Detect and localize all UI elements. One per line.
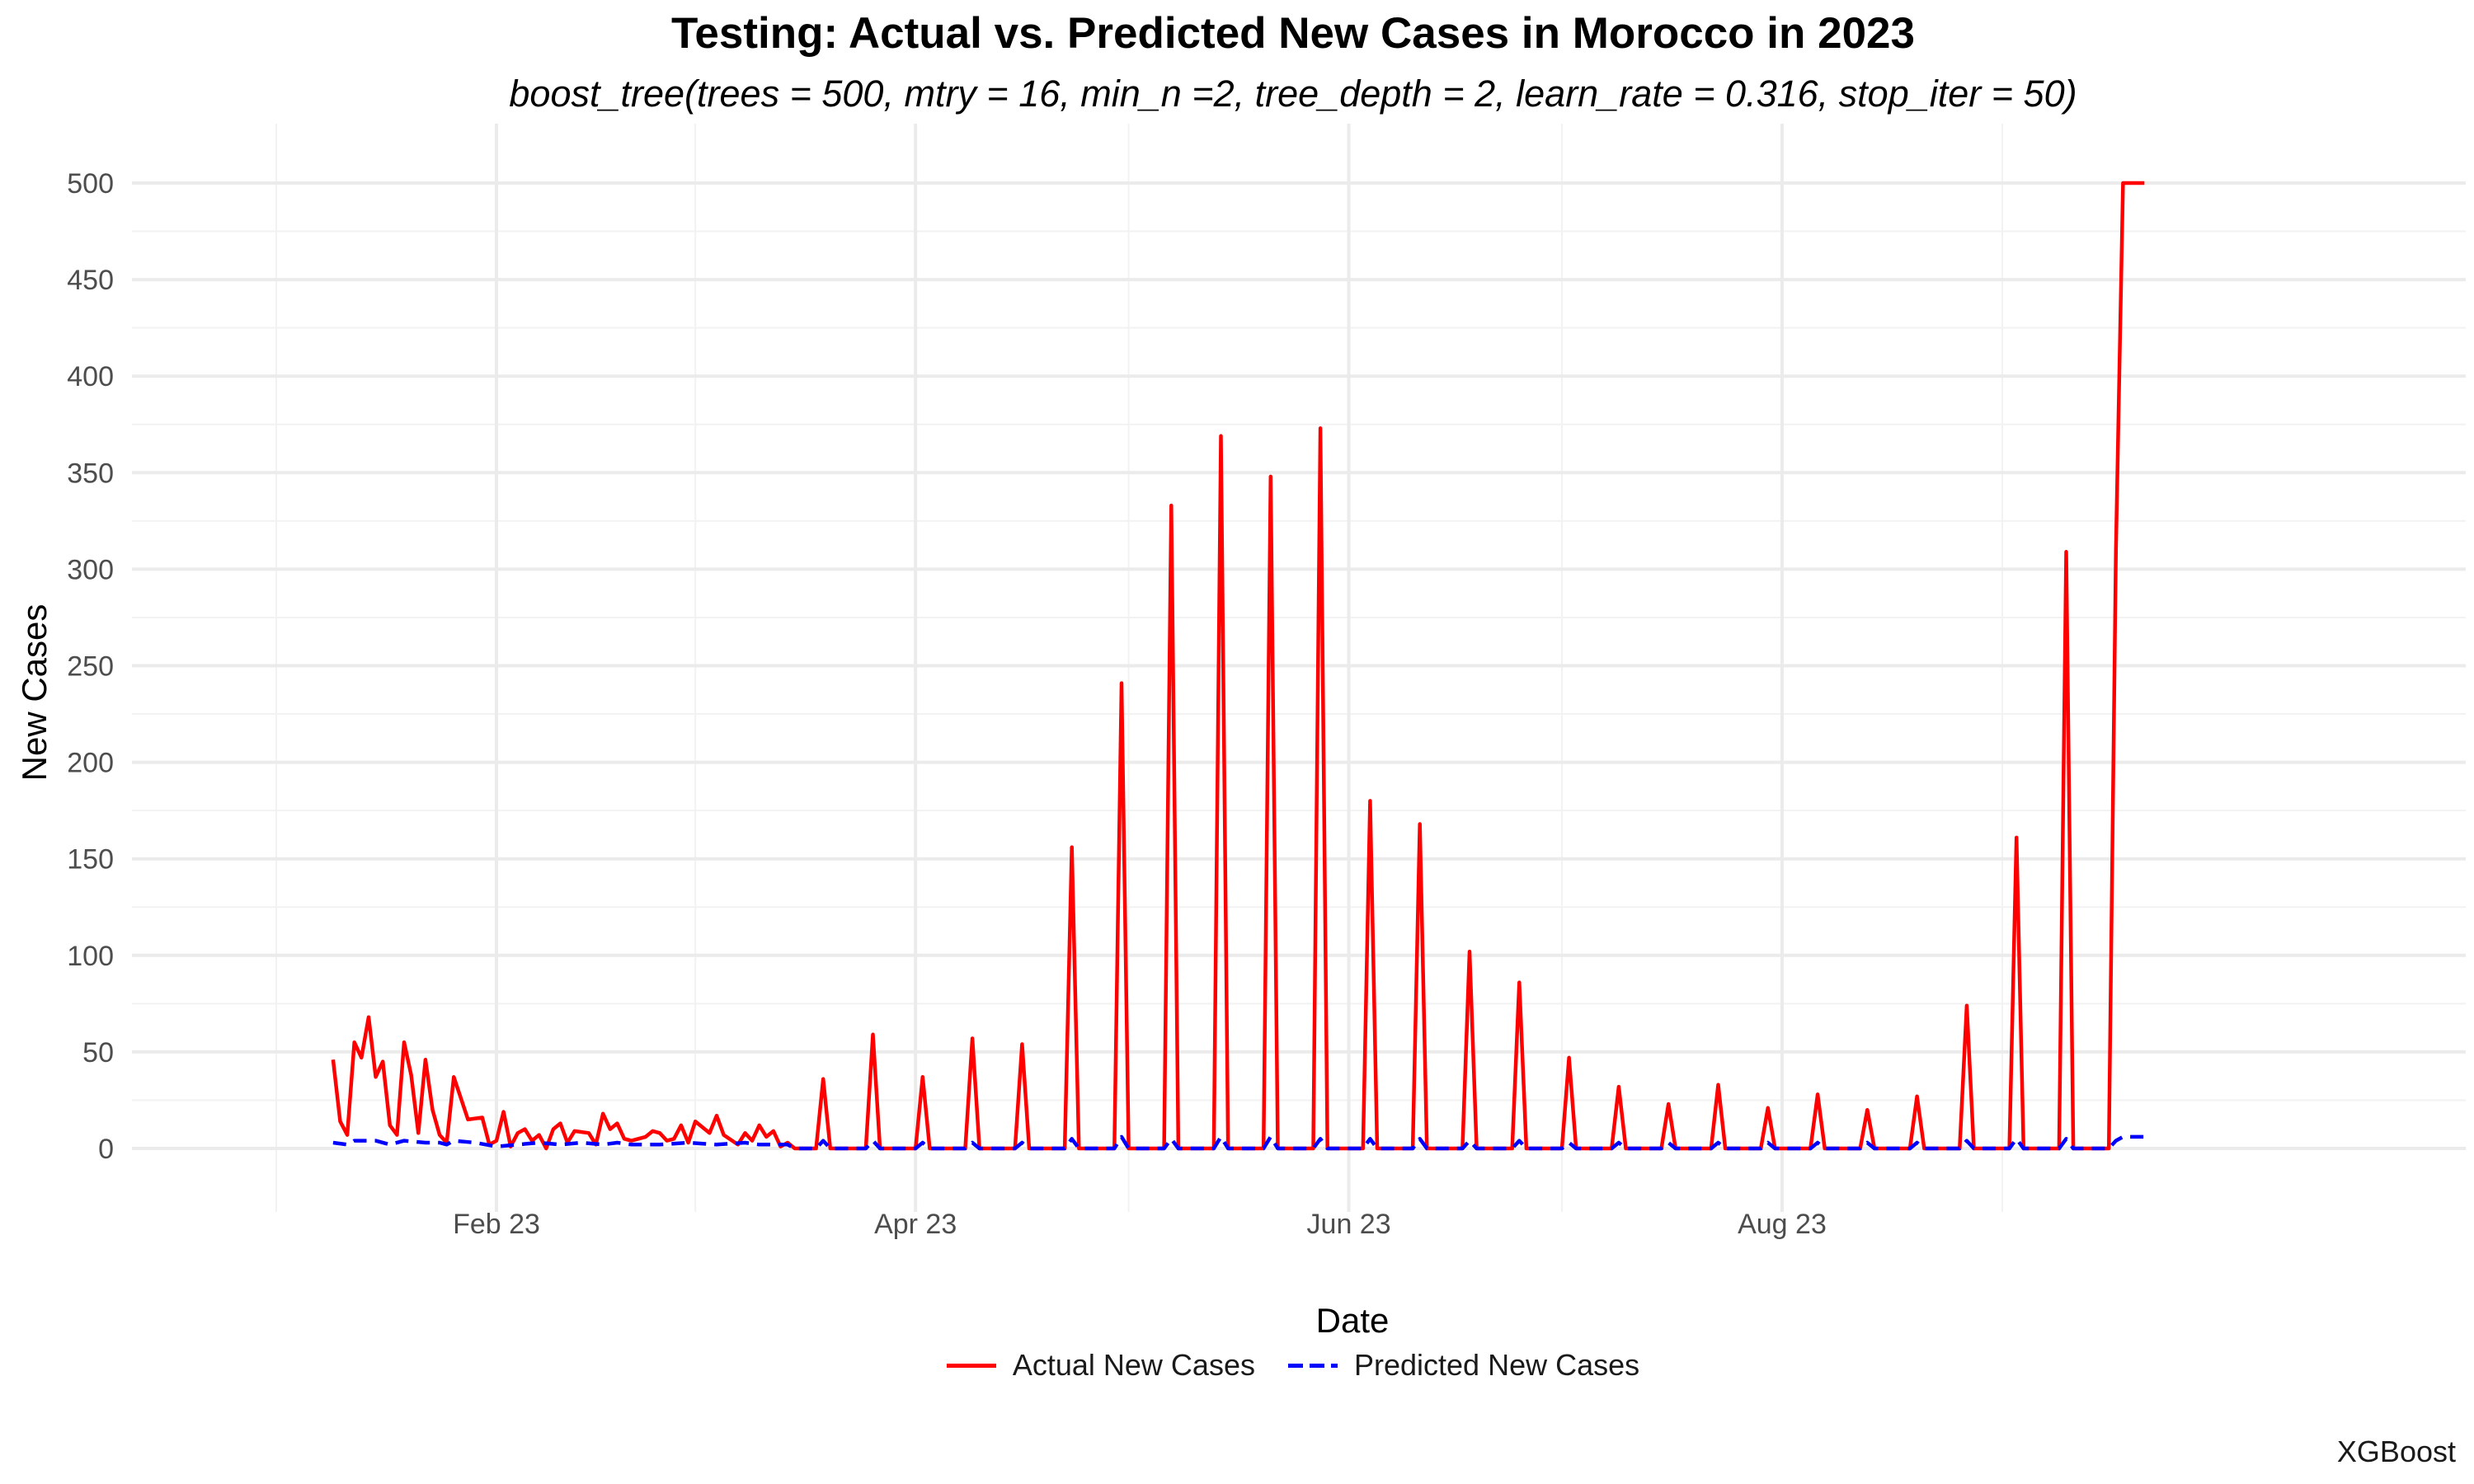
y-tick-label: 350 [67,458,114,489]
legend-key-predicted [1287,1363,1338,1368]
y-axis-label: New Cases [15,604,54,782]
x-tick-label: Aug 23 [1738,1209,1827,1240]
series-lines [331,181,2145,1151]
y-tick-label: 500 [67,168,114,200]
legend-item-predicted: Predicted New Cases [1287,1348,1640,1383]
y-tick-label: 0 [98,1134,114,1165]
y-tick-label: 300 [67,554,114,585]
legend-label-actual: Actual New Cases [1012,1348,1255,1382]
chart-title: Testing: Actual vs. Predicted New Cases … [670,9,1915,58]
y-tick-label: 100 [67,941,114,972]
y-tick-label: 200 [67,748,114,779]
legend-item-actual: Actual New Cases [946,1348,1255,1383]
y-tick-label: 50 [82,1037,114,1068]
y-tick-labels: 0 50 100 150 200 250 300 350 400 450 500 [67,168,114,1165]
series-line-actual [331,181,2145,1151]
x-tick-label: Feb 23 [453,1209,540,1240]
chart-caption: XGBoost [2336,1435,2456,1468]
legend-key-actual [946,1363,996,1368]
legend-label-predicted: Predicted New Cases [1353,1348,1640,1382]
x-tick-labels: Feb 23 Apr 23 Jun 23 Aug 23 [453,1209,1827,1240]
y-tick-label: 150 [67,844,114,876]
chart-subtitle: boost_tree(trees = 500, mtry = 16, min_n… [509,73,2077,115]
y-tick-label: 450 [67,265,114,296]
chart-legend: Actual New Cases Predicted New Cases [0,1348,2474,1383]
x-tick-label: Jun 23 [1307,1209,1391,1240]
series-line-predicted [332,1134,2145,1151]
x-tick-label: Apr 23 [874,1209,957,1240]
x-axis-label: Date [1316,1301,1390,1340]
y-tick-label: 400 [67,361,114,392]
y-tick-label: 250 [67,651,114,683]
